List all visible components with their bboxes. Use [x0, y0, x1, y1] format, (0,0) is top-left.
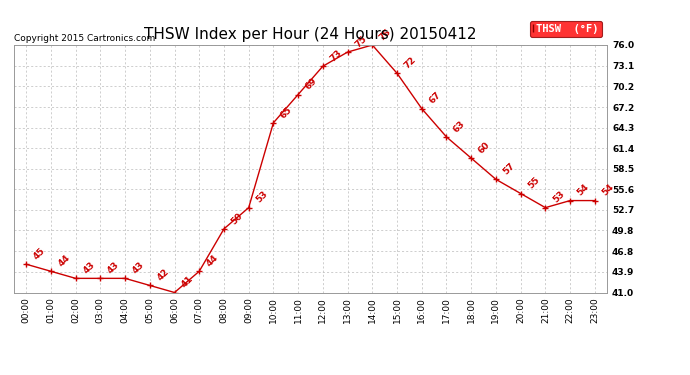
- Text: 55: 55: [526, 176, 542, 191]
- Text: 60: 60: [477, 140, 492, 155]
- Text: 65: 65: [279, 105, 294, 120]
- Text: 43: 43: [81, 260, 97, 276]
- Text: 73: 73: [328, 48, 344, 63]
- Text: 50: 50: [230, 211, 245, 226]
- Text: 44: 44: [205, 253, 220, 268]
- Text: 45: 45: [32, 246, 47, 261]
- Text: 43: 43: [130, 260, 146, 276]
- Text: 57: 57: [502, 161, 517, 177]
- Title: THSW Index per Hour (24 Hours) 20150412: THSW Index per Hour (24 Hours) 20150412: [144, 27, 477, 42]
- Text: 72: 72: [402, 55, 418, 70]
- Text: 54: 54: [600, 183, 615, 198]
- Legend: THSW  (°F): THSW (°F): [530, 21, 602, 37]
- Text: Copyright 2015 Cartronics.com: Copyright 2015 Cartronics.com: [14, 33, 155, 42]
- Text: 41: 41: [180, 274, 195, 290]
- Text: 43: 43: [106, 260, 121, 276]
- Text: 53: 53: [551, 190, 566, 205]
- Text: 67: 67: [427, 91, 442, 106]
- Text: 75: 75: [353, 34, 368, 49]
- Text: 42: 42: [155, 267, 170, 283]
- Text: 63: 63: [452, 119, 467, 134]
- Text: 76: 76: [378, 27, 393, 42]
- Text: 54: 54: [575, 183, 591, 198]
- Text: 69: 69: [304, 76, 319, 92]
- Text: 44: 44: [57, 253, 72, 268]
- Text: 53: 53: [254, 190, 270, 205]
